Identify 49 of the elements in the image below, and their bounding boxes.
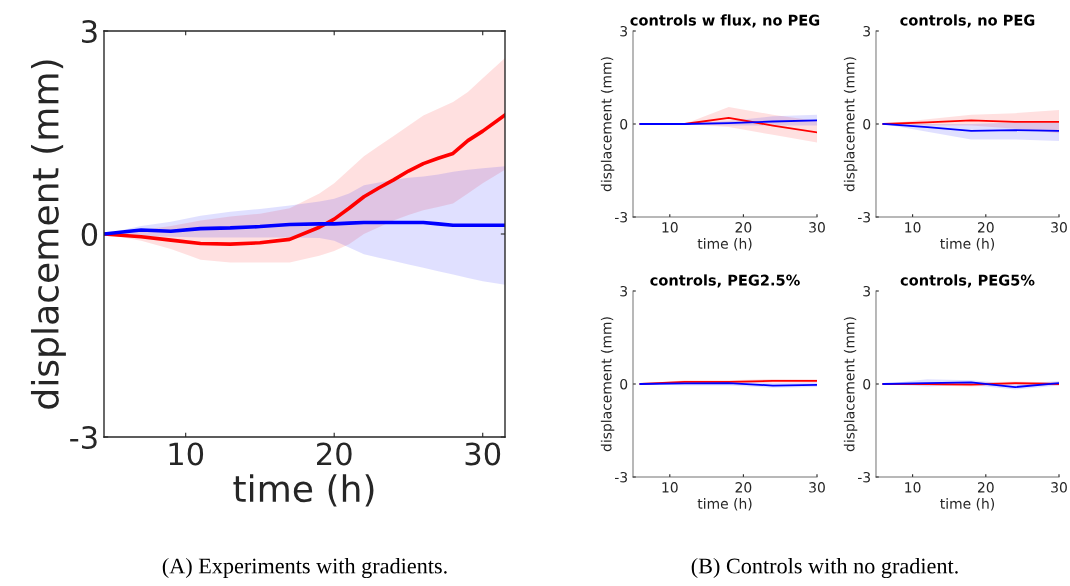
y-tick-label: 3 <box>863 285 871 297</box>
y-tick-label: 0 <box>863 378 871 390</box>
x-axis-title: time (h) <box>940 238 995 251</box>
x-tick-label: 10 <box>662 482 678 493</box>
x-axis-title: time (h) <box>697 498 752 511</box>
x-tick-label: 20 <box>735 222 752 233</box>
y-tick-label: 0 <box>863 118 871 130</box>
line-series <box>104 220 505 236</box>
x-axis-title: time (h) <box>697 238 752 251</box>
chart-title: controls, PEG2.5% <box>650 274 800 288</box>
y-tick-label: 3 <box>620 25 628 37</box>
y-tick-label: 0 <box>620 118 628 130</box>
y-tick-label: 0 <box>81 222 98 247</box>
text: (A) Experiments with gradients. <box>162 557 447 579</box>
y-tick-label: 0 <box>620 378 628 390</box>
y-axis-title: displacement (mm) <box>30 60 66 409</box>
y-tick-label: -3 <box>614 471 628 483</box>
x-tick-label: 20 <box>977 222 994 233</box>
text: (B) Controls with no gradient. <box>691 557 958 579</box>
x-tick-label: 30 <box>809 222 825 233</box>
chart-title: controls, no PEG <box>900 14 1035 28</box>
x-tick-label: 30 <box>1051 482 1067 493</box>
x-tick-label: 10 <box>905 222 921 233</box>
y-axis-title: displacement (mm) <box>600 317 615 452</box>
x-tick-label: 20 <box>735 482 752 493</box>
y-tick-label: 3 <box>863 25 871 37</box>
y-axis-title: displacement (mm) <box>600 57 615 192</box>
x-tick-label: 10 <box>905 482 921 493</box>
x-tick-label: 10 <box>662 222 678 233</box>
x-tick-label: 10 <box>169 442 204 466</box>
y-axis-title: displacement (mm) <box>843 57 858 192</box>
x-tick-label: 20 <box>977 482 994 493</box>
line-series <box>104 113 505 246</box>
chart-title: controls w flux, no PEG <box>630 14 820 28</box>
x-tick-label: 30 <box>809 482 825 493</box>
chart-title: controls, PEG5% <box>900 274 1035 288</box>
y-tick-label: 3 <box>620 285 628 297</box>
x-tick-label: 30 <box>1051 222 1067 233</box>
y-tick-label: -3 <box>614 211 628 223</box>
y-tick-label: -3 <box>70 425 97 450</box>
y-tick-label: -3 <box>857 471 871 483</box>
y-tick-label: -3 <box>857 211 871 223</box>
x-axis-title: time (h) <box>233 474 374 507</box>
x-tick-label: 30 <box>465 442 501 466</box>
y-tick-label: 3 <box>82 19 97 44</box>
y-axis-title: displacement (mm) <box>843 317 858 452</box>
x-axis-title: time (h) <box>940 498 995 511</box>
x-tick-label: 20 <box>317 442 352 466</box>
line-series <box>882 123 1059 132</box>
